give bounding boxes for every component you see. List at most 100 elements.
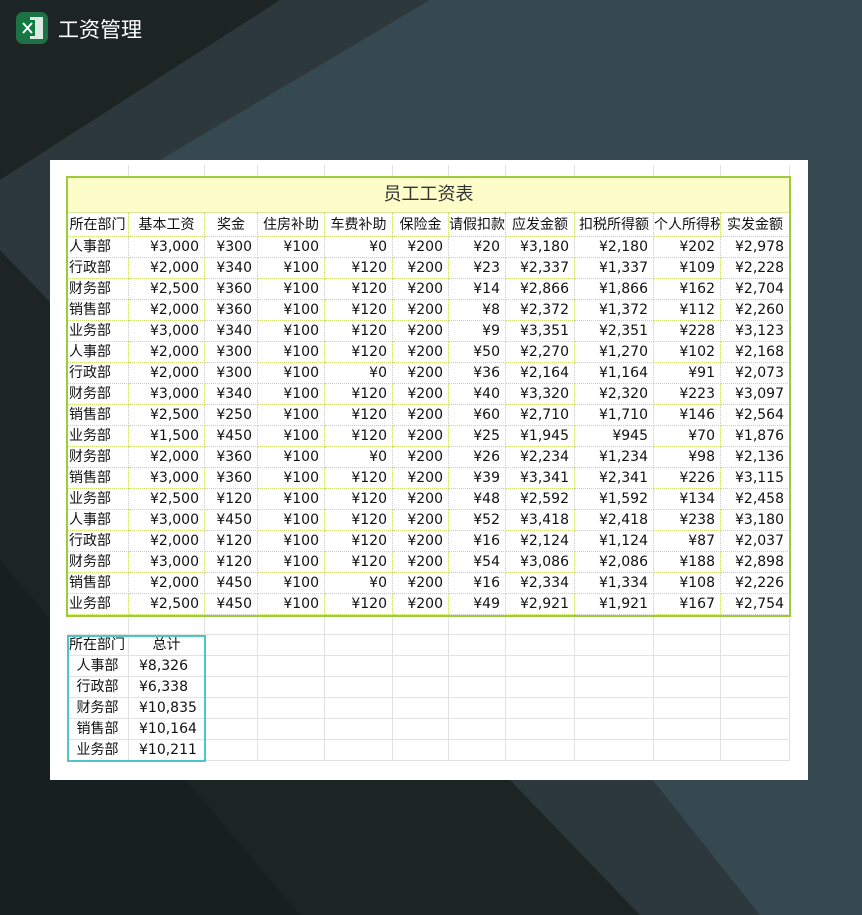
grid-cell xyxy=(449,656,506,677)
amount-cell: ¥120 xyxy=(325,594,393,615)
amount-cell: ¥2,000 xyxy=(129,363,205,384)
grid-cell xyxy=(506,719,575,740)
grid-cell xyxy=(393,656,449,677)
amount-cell: ¥226 xyxy=(654,468,721,489)
summary-total: ¥10,164 xyxy=(129,719,205,740)
grid-cell xyxy=(506,740,575,761)
amount-cell: ¥300 xyxy=(205,342,258,363)
amount-cell: ¥200 xyxy=(393,573,449,594)
amount-cell: ¥200 xyxy=(393,237,449,258)
amount-cell: ¥0 xyxy=(325,447,393,468)
amount-cell: ¥2,260 xyxy=(721,300,790,321)
amount-cell: ¥200 xyxy=(393,258,449,279)
amount-cell: ¥98 xyxy=(654,447,721,468)
amount-cell: ¥2,564 xyxy=(721,405,790,426)
amount-cell: ¥0 xyxy=(325,573,393,594)
department-cell: 销售部 xyxy=(67,300,129,321)
amount-cell: ¥1,876 xyxy=(721,426,790,447)
department-cell: 人事部 xyxy=(67,510,129,531)
grid-cell xyxy=(506,656,575,677)
summary-total: ¥8,326 xyxy=(129,656,205,677)
amount-cell: ¥200 xyxy=(393,363,449,384)
amount-cell: ¥2,372 xyxy=(506,300,575,321)
amount-cell: ¥120 xyxy=(325,468,393,489)
summary-department: 行政部 xyxy=(67,677,129,698)
amount-cell: ¥2,341 xyxy=(575,468,654,489)
amount-cell: ¥120 xyxy=(325,300,393,321)
app-title: 工资管理 xyxy=(58,18,142,42)
amount-cell: ¥3,180 xyxy=(506,237,575,258)
amount-cell: ¥100 xyxy=(258,405,325,426)
table-title: 员工工资表 xyxy=(67,177,790,213)
amount-cell: ¥14 xyxy=(449,279,506,300)
grid-cell xyxy=(393,614,449,635)
amount-cell: ¥200 xyxy=(393,426,449,447)
amount-cell: ¥360 xyxy=(205,468,258,489)
grid-cell xyxy=(325,635,393,656)
grid-cell xyxy=(654,698,721,719)
amount-cell: ¥340 xyxy=(205,384,258,405)
department-cell: 财务部 xyxy=(67,552,129,573)
amount-cell: ¥188 xyxy=(654,552,721,573)
grid-cell xyxy=(449,635,506,656)
amount-cell: ¥202 xyxy=(654,237,721,258)
grid-cell xyxy=(205,677,258,698)
grid-cell xyxy=(258,614,325,635)
amount-cell: ¥2,337 xyxy=(506,258,575,279)
amount-cell: ¥100 xyxy=(258,447,325,468)
grid-cell xyxy=(449,677,506,698)
column-header: 所在部门 xyxy=(67,213,129,237)
amount-cell: ¥2,978 xyxy=(721,237,790,258)
grid-cell xyxy=(393,719,449,740)
amount-cell: ¥100 xyxy=(258,279,325,300)
grid-cell xyxy=(258,719,325,740)
amount-cell: ¥3,000 xyxy=(129,237,205,258)
amount-cell: ¥200 xyxy=(393,468,449,489)
department-cell: 业务部 xyxy=(67,321,129,342)
amount-cell: ¥200 xyxy=(393,510,449,531)
amount-cell: ¥1,945 xyxy=(506,426,575,447)
department-cell: 人事部 xyxy=(67,342,129,363)
amount-cell: ¥250 xyxy=(205,405,258,426)
department-cell: 行政部 xyxy=(67,363,129,384)
amount-cell: ¥3,000 xyxy=(129,510,205,531)
amount-cell: ¥2,921 xyxy=(506,594,575,615)
amount-cell: ¥2,898 xyxy=(721,552,790,573)
amount-cell: ¥2,000 xyxy=(129,342,205,363)
amount-cell: ¥2,000 xyxy=(129,300,205,321)
amount-cell: ¥360 xyxy=(205,300,258,321)
amount-cell: ¥120 xyxy=(205,489,258,510)
amount-cell: ¥200 xyxy=(393,594,449,615)
amount-cell: ¥2,866 xyxy=(506,279,575,300)
amount-cell: ¥200 xyxy=(393,384,449,405)
amount-cell: ¥120 xyxy=(325,384,393,405)
grid-cell xyxy=(393,635,449,656)
amount-cell: ¥108 xyxy=(654,573,721,594)
department-cell: 财务部 xyxy=(67,384,129,405)
amount-cell: ¥450 xyxy=(205,573,258,594)
amount-cell: ¥2,500 xyxy=(129,405,205,426)
amount-cell: ¥120 xyxy=(205,531,258,552)
amount-cell: ¥2,073 xyxy=(721,363,790,384)
amount-cell: ¥162 xyxy=(654,279,721,300)
grid-cell xyxy=(258,635,325,656)
amount-cell: ¥1,337 xyxy=(575,258,654,279)
amount-cell: ¥100 xyxy=(258,594,325,615)
amount-cell: ¥3,000 xyxy=(129,321,205,342)
grid-cell xyxy=(325,656,393,677)
amount-cell: ¥100 xyxy=(258,363,325,384)
grid-cell xyxy=(393,698,449,719)
grid-cell xyxy=(393,740,449,761)
amount-cell: ¥120 xyxy=(325,342,393,363)
amount-cell: ¥2,037 xyxy=(721,531,790,552)
column-header: 应发金额 xyxy=(506,213,575,237)
amount-cell: ¥1,372 xyxy=(575,300,654,321)
department-cell: 财务部 xyxy=(67,447,129,468)
amount-cell: ¥8 xyxy=(449,300,506,321)
amount-cell: ¥3,097 xyxy=(721,384,790,405)
department-cell: 销售部 xyxy=(67,405,129,426)
grid-cell xyxy=(205,698,258,719)
amount-cell: ¥1,164 xyxy=(575,363,654,384)
amount-cell: ¥228 xyxy=(654,321,721,342)
